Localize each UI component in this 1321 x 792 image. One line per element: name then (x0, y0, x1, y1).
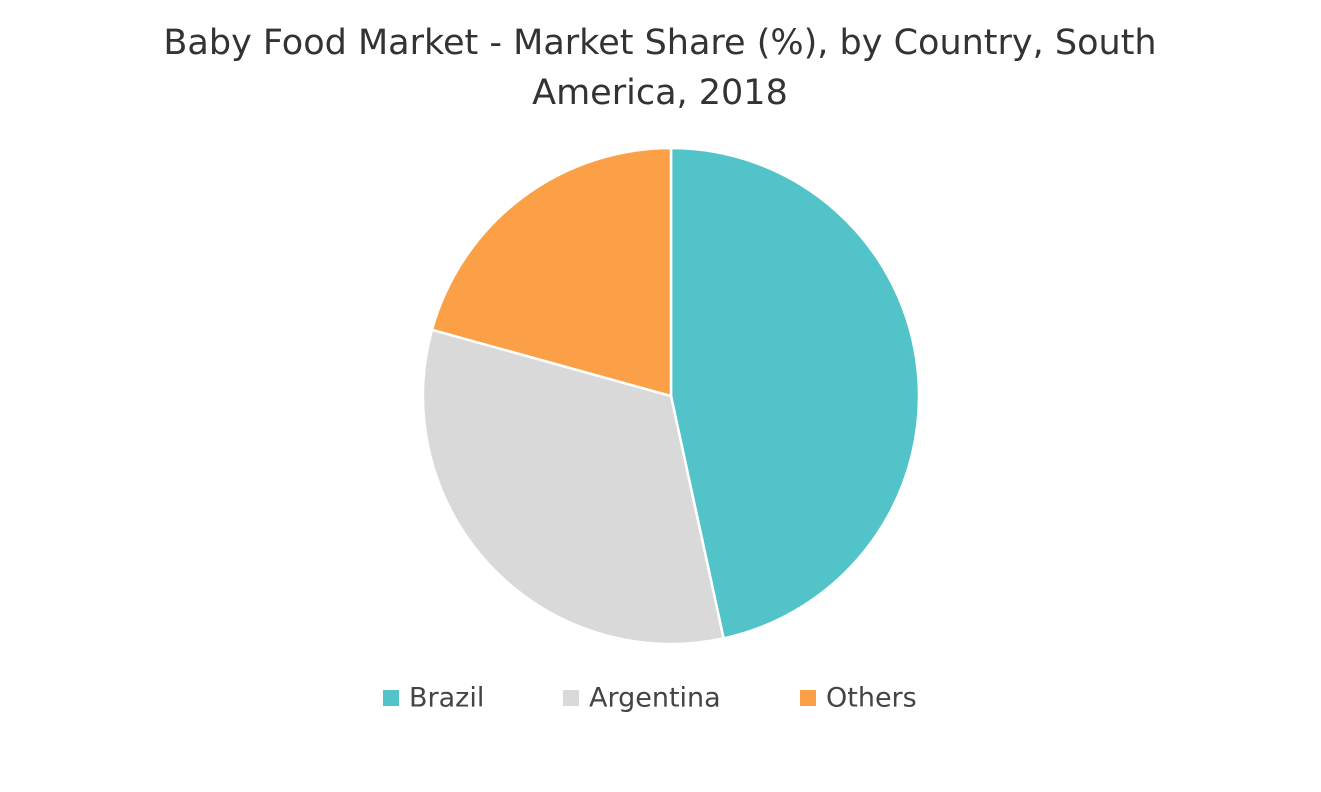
legend-label: Others (826, 683, 917, 714)
legend-label: Argentina (589, 683, 721, 714)
pie-slice (421, 328, 726, 646)
pie-slice (430, 146, 673, 398)
legend-label: Brazil (409, 683, 484, 714)
chart-title: Baby Food Market - Market Share (%), by … (163, 23, 1157, 113)
legend-swatch (800, 690, 816, 706)
legend-swatch (383, 690, 399, 706)
pie-slice (669, 146, 921, 640)
legend-swatch (563, 690, 579, 706)
